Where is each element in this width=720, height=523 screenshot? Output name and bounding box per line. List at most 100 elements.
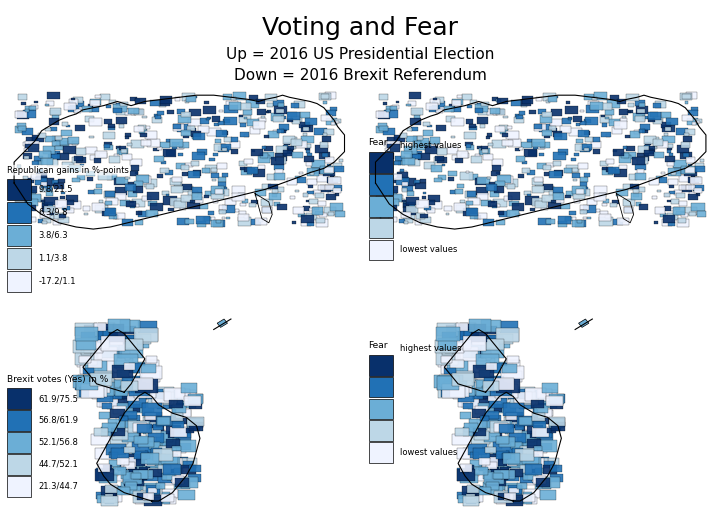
Bar — [537, 389, 552, 398]
Bar — [535, 181, 543, 186]
Bar — [143, 196, 150, 201]
Bar — [273, 130, 279, 134]
Bar — [451, 381, 472, 393]
Bar — [549, 418, 564, 427]
Bar — [211, 191, 224, 199]
Bar — [75, 323, 96, 336]
Bar — [600, 161, 608, 166]
Bar — [495, 384, 518, 398]
Bar — [605, 117, 608, 119]
Bar — [181, 477, 199, 488]
Bar — [510, 450, 527, 460]
Bar — [147, 192, 159, 200]
Bar — [386, 109, 390, 112]
Bar — [185, 163, 193, 167]
Bar — [677, 220, 689, 227]
Bar — [458, 399, 472, 407]
Bar — [222, 217, 225, 219]
Bar — [384, 110, 397, 118]
Bar — [383, 128, 395, 135]
Bar — [441, 356, 452, 362]
Bar — [462, 94, 472, 100]
Bar — [496, 220, 505, 225]
Bar — [156, 387, 174, 398]
Bar — [181, 93, 195, 101]
Bar — [503, 386, 513, 392]
Bar — [422, 196, 426, 199]
Bar — [452, 100, 462, 106]
Bar — [104, 142, 112, 146]
Bar — [586, 105, 599, 113]
Bar — [420, 214, 428, 219]
Bar — [103, 330, 116, 338]
Bar — [148, 399, 163, 408]
Bar — [554, 193, 564, 200]
Bar — [90, 381, 110, 393]
Bar — [525, 475, 537, 483]
Bar — [330, 107, 337, 111]
Bar — [295, 176, 300, 179]
Bar — [174, 480, 189, 490]
Bar — [701, 160, 704, 162]
Bar — [124, 447, 135, 453]
Bar — [180, 444, 191, 450]
Text: lowest values: lowest values — [400, 245, 457, 255]
Bar — [217, 163, 227, 169]
Bar — [305, 213, 317, 220]
Bar — [492, 473, 503, 479]
Bar — [443, 336, 461, 347]
Bar — [584, 174, 590, 177]
Bar — [417, 146, 425, 151]
Bar — [132, 442, 151, 454]
Bar — [74, 110, 78, 113]
Bar — [532, 139, 545, 147]
Bar — [681, 142, 690, 147]
Bar — [667, 162, 674, 166]
Bar — [467, 105, 472, 108]
Bar — [120, 386, 131, 393]
Bar — [522, 435, 541, 446]
Bar — [315, 194, 323, 198]
Bar — [549, 119, 562, 127]
Bar — [523, 474, 534, 481]
Bar — [420, 179, 426, 184]
Bar — [143, 424, 160, 435]
Bar — [553, 131, 562, 138]
Bar — [112, 486, 123, 492]
Bar — [173, 124, 184, 131]
Bar — [120, 320, 140, 332]
Bar — [288, 112, 297, 117]
Bar — [114, 154, 119, 157]
Bar — [501, 471, 515, 479]
Bar — [469, 419, 487, 430]
Bar — [539, 145, 545, 149]
Bar — [105, 191, 114, 197]
Bar — [192, 197, 203, 203]
Bar — [439, 376, 459, 387]
Bar — [433, 157, 444, 163]
Bar — [518, 431, 534, 441]
Bar — [212, 178, 216, 181]
Bar — [150, 422, 163, 430]
Bar — [187, 418, 202, 428]
Bar — [156, 431, 173, 441]
Bar — [116, 177, 128, 185]
Bar — [676, 128, 688, 135]
Bar — [298, 213, 305, 217]
Bar — [188, 191, 198, 197]
Bar — [85, 117, 94, 122]
Bar — [495, 392, 509, 401]
Bar — [542, 130, 552, 136]
Bar — [170, 198, 184, 206]
Bar — [139, 129, 147, 133]
Bar — [680, 153, 691, 160]
Bar — [521, 472, 541, 485]
Bar — [292, 116, 302, 122]
Bar — [55, 146, 63, 151]
Bar — [485, 447, 496, 453]
Bar — [480, 416, 489, 421]
Bar — [118, 424, 139, 436]
Bar — [384, 153, 394, 158]
Bar — [504, 417, 518, 425]
Bar — [275, 169, 283, 174]
